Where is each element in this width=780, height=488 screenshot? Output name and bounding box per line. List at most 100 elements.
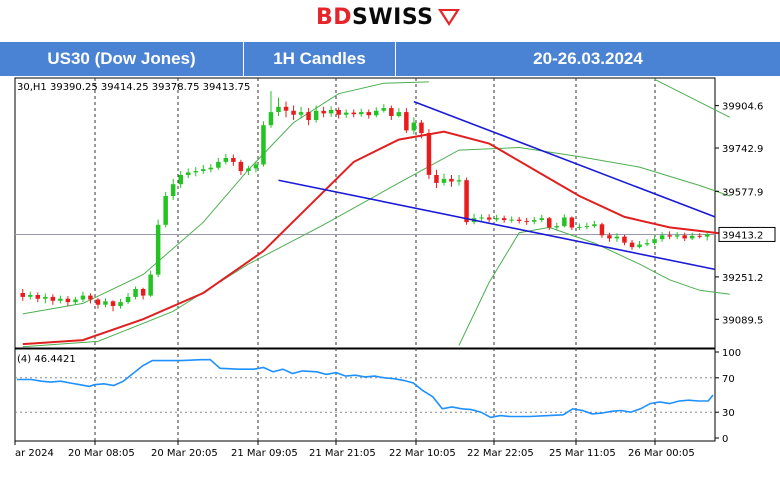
candle xyxy=(449,178,454,182)
current-price-tag xyxy=(718,226,776,242)
candle xyxy=(479,217,484,219)
candle xyxy=(366,112,371,116)
candle xyxy=(644,243,650,245)
candle xyxy=(208,167,213,170)
candle xyxy=(411,122,417,131)
candle xyxy=(682,235,687,239)
candle xyxy=(313,110,319,120)
candle xyxy=(125,296,131,303)
bdswiss-chevron-icon xyxy=(437,9,460,26)
candle xyxy=(20,293,25,297)
time-tick-label: 20 Mar 08:05 xyxy=(68,448,135,459)
candle xyxy=(359,112,364,115)
candle xyxy=(501,218,507,220)
brand-header: BDSWISS xyxy=(0,0,780,42)
candle xyxy=(547,218,552,228)
candle xyxy=(58,298,63,301)
candle xyxy=(133,289,138,297)
candle xyxy=(539,218,544,220)
candle xyxy=(50,296,56,301)
time-tick-label: 21 Mar 09:05 xyxy=(231,448,298,459)
candle xyxy=(88,295,93,300)
candle xyxy=(697,235,702,237)
candle xyxy=(73,299,78,303)
trendline xyxy=(278,179,716,271)
candle xyxy=(201,169,206,171)
ohlc-readout: 30,H1 39390.25 39414.25 39378.75 39413.7… xyxy=(17,82,250,93)
oscillator-tick-label: 100 xyxy=(722,348,741,359)
candle xyxy=(509,219,514,221)
candle xyxy=(381,108,386,111)
time-tick-label: 20 Mar 20:05 xyxy=(151,448,218,459)
candle xyxy=(163,196,168,225)
indicator-pane[interactable] xyxy=(14,348,716,442)
candle xyxy=(276,106,281,112)
price-tick-label: 39413.2 xyxy=(722,230,763,241)
candle xyxy=(155,224,161,275)
candle xyxy=(404,112,409,131)
candle xyxy=(65,298,71,303)
candle xyxy=(238,161,244,172)
time-tick-label: 25 Mar 11:05 xyxy=(549,448,616,459)
candle xyxy=(705,234,710,237)
time-tick-label: 26 Mar 00:05 xyxy=(628,448,695,459)
candle xyxy=(659,235,665,240)
candle xyxy=(389,108,394,116)
candle xyxy=(426,133,432,175)
candle xyxy=(110,301,116,306)
moving-average-line xyxy=(22,130,730,346)
price-pane[interactable] xyxy=(14,77,716,349)
candle xyxy=(148,274,153,296)
candle xyxy=(524,220,529,222)
period-label: 20-26.03.2024 xyxy=(533,49,643,68)
candle xyxy=(298,112,304,115)
candle xyxy=(674,235,680,237)
time-tick-label: 22 Mar 10:05 xyxy=(389,448,456,459)
oscillator-tick-label: 30 xyxy=(722,408,735,419)
oscillator-label: (4) 46.4421 xyxy=(17,354,76,365)
candle xyxy=(592,224,597,227)
trading-chart[interactable]: 39904.6 39742.9 39577.9 39413.2 39251.2 39089… xyxy=(0,76,780,488)
candle xyxy=(253,164,259,169)
candle xyxy=(622,236,627,243)
candle xyxy=(103,301,108,305)
price-tick-label: 39742.9 xyxy=(722,144,763,155)
candle xyxy=(261,125,266,165)
chart-title-bar: US30 (Dow Jones) 1H Candles 20-26.03.202… xyxy=(0,42,780,76)
candle xyxy=(343,112,349,115)
candle xyxy=(80,295,86,300)
price-tick-label: 39577.9 xyxy=(722,187,763,198)
price-tick-label: 39251.2 xyxy=(722,273,763,284)
candle xyxy=(494,218,499,220)
candle xyxy=(486,217,492,220)
oscillator-line xyxy=(17,358,714,419)
time-tick-label: 21 Mar 21:05 xyxy=(309,448,376,459)
candle xyxy=(328,110,334,114)
price-tick-label: 39904.6 xyxy=(722,102,763,113)
candle xyxy=(336,110,341,115)
candle xyxy=(28,295,33,297)
candle xyxy=(464,180,469,223)
candle xyxy=(95,299,101,305)
timeframe-label: 1H Candles xyxy=(244,42,396,76)
bollinger-lower-line xyxy=(458,226,730,346)
candle xyxy=(178,175,183,185)
candle xyxy=(652,239,657,244)
candle xyxy=(562,217,567,227)
candle xyxy=(140,289,146,296)
candle xyxy=(434,175,439,183)
candle xyxy=(516,219,522,221)
candle xyxy=(441,178,447,183)
candle xyxy=(614,236,620,239)
time-tick-label: ar 2024 xyxy=(15,448,54,459)
price-tick-label: 39089.5 xyxy=(722,315,763,326)
candle xyxy=(607,235,612,239)
candle xyxy=(283,106,289,111)
chart-canvas[interactable]: 39904.6 39742.9 39577.9 39413.2 39251.2 39089… xyxy=(0,76,780,488)
time-tick-label: 22 Mar 22:05 xyxy=(467,448,534,459)
candle xyxy=(419,122,424,134)
brand-name-part1: BD xyxy=(316,4,353,30)
brand-name-part2: SWISS xyxy=(352,4,434,30)
oscillator-tick-label: 70 xyxy=(722,374,735,385)
candle xyxy=(306,112,311,120)
